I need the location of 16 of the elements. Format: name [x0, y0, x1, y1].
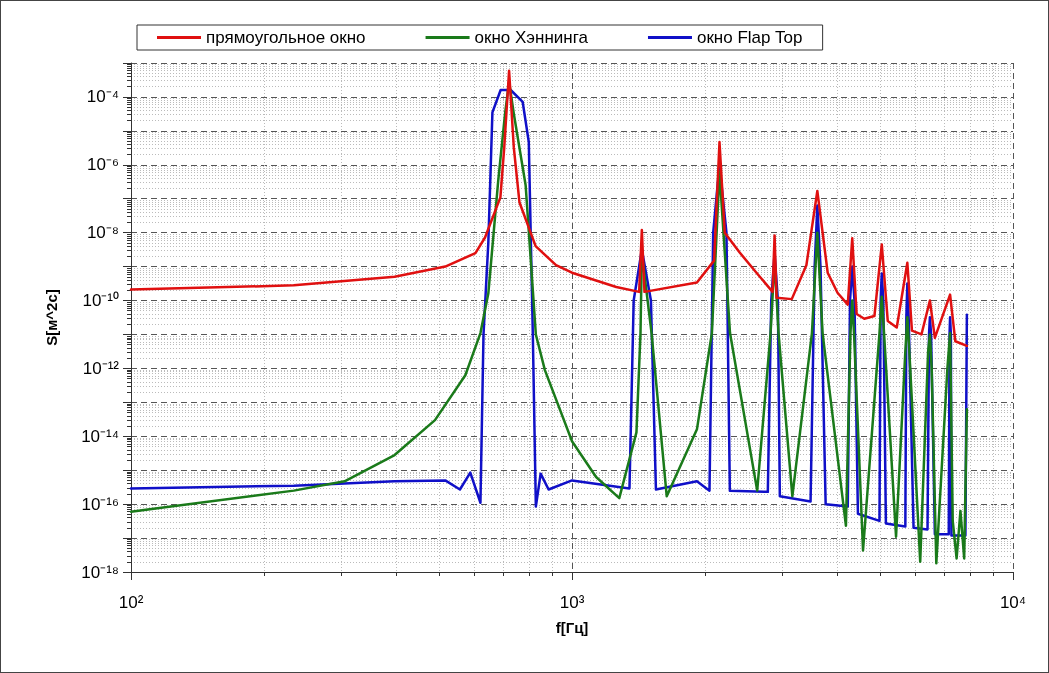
y-tick-label: 10⁻¹⁸	[81, 562, 119, 582]
x-tick-label: 10³	[559, 593, 585, 612]
legend-label: окно Хэннинга	[474, 28, 589, 47]
legend-label: окно Flap Top	[696, 28, 803, 47]
y-tick-label: 10⁻¹⁴	[81, 426, 119, 446]
x-tick-label: 10²	[118, 593, 144, 612]
x-tick-label: 10⁴	[999, 593, 1027, 612]
y-tick-label: 10⁻⁴	[86, 87, 119, 107]
legend-label: прямоугольное окно	[206, 28, 366, 47]
y-axis-title: S[м^2c]	[43, 289, 60, 346]
y-tick-label: 10⁻⁸	[86, 223, 119, 243]
y-tick-label: 10⁻⁶	[87, 155, 119, 175]
y-tick-label: 10⁻¹⁶	[81, 494, 119, 514]
y-tick-label: 10⁻¹⁰	[82, 291, 119, 311]
x-axis-title: f[Гц]	[555, 619, 589, 636]
y-tick-label: 10⁻¹²	[82, 358, 120, 378]
